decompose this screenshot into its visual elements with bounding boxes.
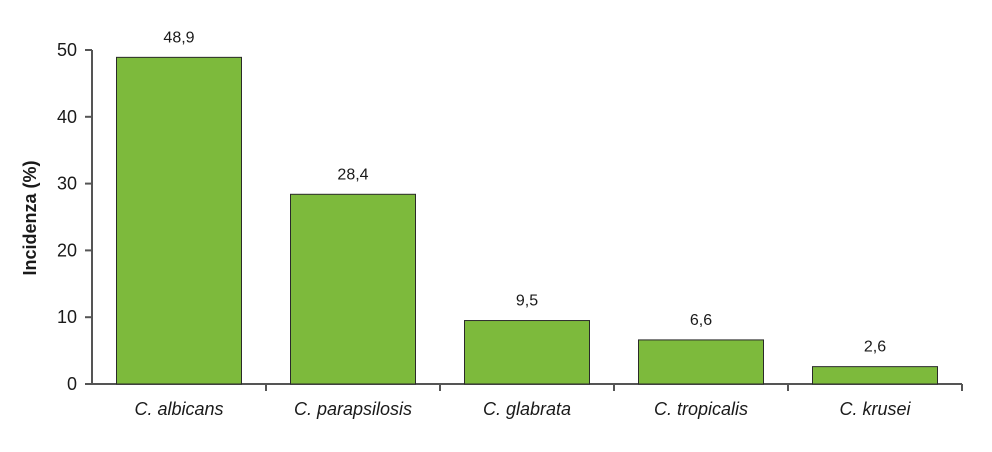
x-axis: C. albicans C. parapsilosis C. glabrata C. … — [92, 383, 963, 419]
bar — [290, 193, 416, 385]
y-axis-title: Incidenza (%) — [20, 160, 40, 275]
y-tick-label: 30 — [57, 174, 77, 194]
bar-value-label: 9,5 — [516, 293, 538, 310]
category-label: C. krusei — [839, 399, 911, 419]
y-tick-label: 0 — [67, 374, 77, 394]
bar — [464, 320, 590, 385]
bar — [116, 56, 242, 385]
bar — [638, 339, 764, 385]
bar-value-label: 28,4 — [337, 166, 368, 183]
category-label: C. albicans — [134, 399, 223, 419]
y-axis: 0 10 20 30 40 50 — [57, 40, 93, 394]
bar-value-label: 2,6 — [864, 339, 886, 356]
bars — [116, 56, 938, 385]
y-tick-label: 50 — [57, 40, 77, 60]
y-tick-label: 20 — [57, 240, 77, 260]
bar-value-label: 48,9 — [163, 29, 194, 46]
y-tick-label: 10 — [57, 307, 77, 327]
category-label: C. tropicalis — [654, 399, 748, 419]
data-labels: 48,9 28,4 9,5 6,6 2,6 — [163, 29, 886, 355]
category-label: C. glabrata — [483, 399, 571, 419]
bar — [812, 366, 938, 385]
bar-value-label: 6,6 — [690, 312, 712, 329]
category-label: C. parapsilosis — [294, 399, 412, 419]
y-tick-label: 40 — [57, 107, 77, 127]
